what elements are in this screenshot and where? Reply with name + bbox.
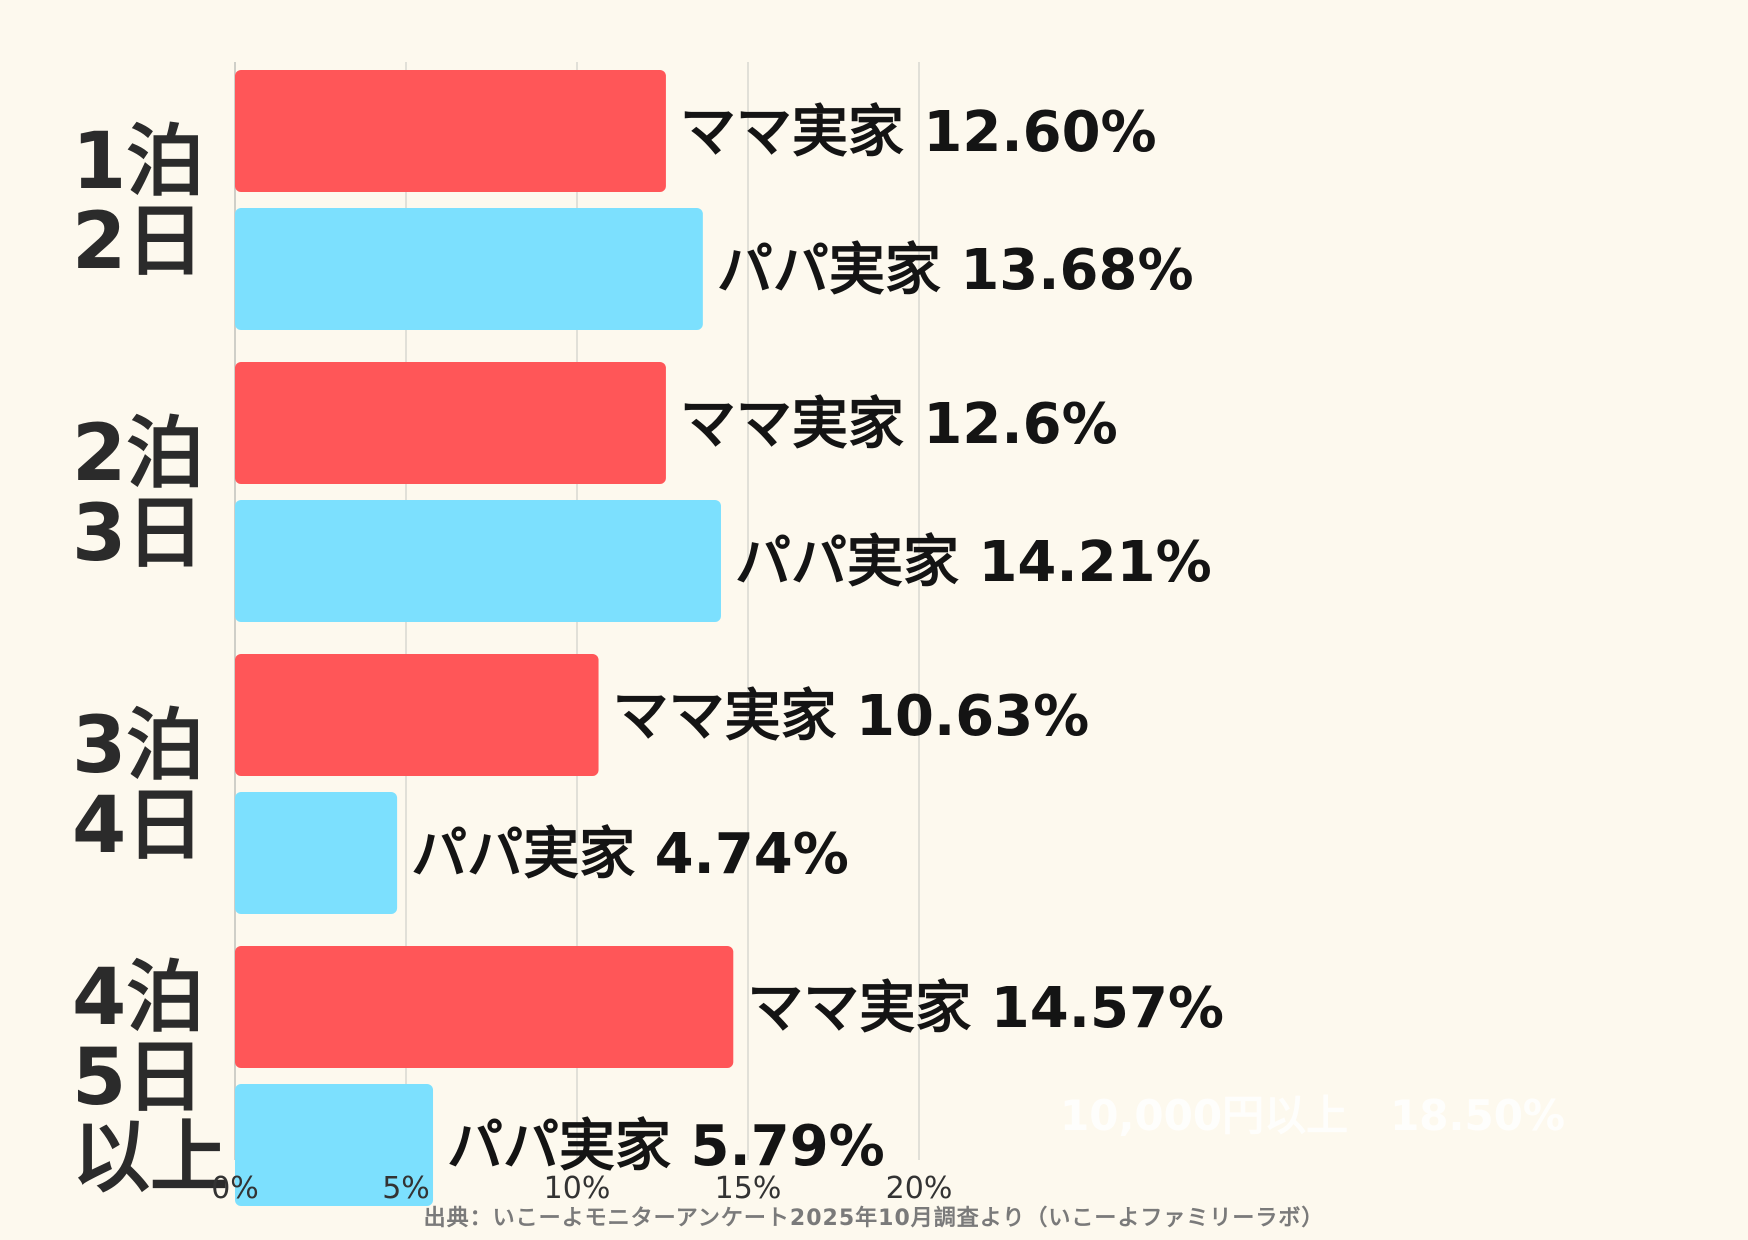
x-tick-label: 0% bbox=[211, 1171, 259, 1206]
x-axis-ticks: 0% 5% 10% 15% 20% bbox=[211, 1171, 952, 1206]
bar-labels: ママ実家 12.60% パパ実家 13.68% ママ実家 12.6% パパ実家 14.… bbox=[411, 100, 1224, 1179]
category-label: 3日 bbox=[72, 489, 204, 579]
category-label: 5日 bbox=[72, 1033, 204, 1123]
source-note: 出典：いこーよモニターアンケート2025年10月調査より（いこーよファミリーラボ… bbox=[423, 1206, 1325, 1231]
bar bbox=[235, 946, 734, 1068]
bar-data-label: パパ実家 13.68% bbox=[717, 238, 1194, 303]
bar-data-label: ママ実家 12.6% bbox=[680, 392, 1118, 457]
category-label: 2泊 bbox=[72, 409, 204, 499]
bar bbox=[235, 1084, 434, 1206]
x-tick-label: 15% bbox=[715, 1171, 782, 1206]
watermark: 10,000円以上 18.50% bbox=[1060, 1091, 1565, 1140]
bar bbox=[235, 654, 599, 776]
x-tick-label: 20% bbox=[886, 1171, 953, 1206]
bar-data-label: ママ実家 14.57% bbox=[747, 976, 1224, 1041]
category-label: 2日 bbox=[72, 197, 204, 287]
bar bbox=[235, 792, 398, 914]
bar-data-label: パパ実家 14.21% bbox=[735, 530, 1212, 595]
bar bbox=[235, 208, 703, 330]
bar bbox=[235, 362, 666, 484]
bar-data-label: パパ実家 5.79% bbox=[447, 1114, 885, 1179]
category-label: 以上 bbox=[72, 1113, 228, 1203]
bars bbox=[235, 70, 734, 1206]
category-label: 4日 bbox=[72, 781, 204, 871]
x-tick-label: 5% bbox=[382, 1171, 430, 1206]
bar-data-label: ママ実家 12.60% bbox=[680, 100, 1157, 165]
watermark-text: 10,000円以上 18.50% bbox=[1060, 1091, 1565, 1140]
bar bbox=[235, 500, 721, 622]
category-label: 1泊 bbox=[72, 117, 204, 207]
bar-data-label: ママ実家 10.63% bbox=[613, 684, 1090, 749]
category-label: 4泊 bbox=[72, 953, 204, 1043]
bar-data-label: パパ実家 4.74% bbox=[411, 822, 849, 887]
category-label: 3泊 bbox=[72, 701, 204, 791]
bar bbox=[235, 70, 666, 192]
x-tick-label: 10% bbox=[544, 1171, 611, 1206]
